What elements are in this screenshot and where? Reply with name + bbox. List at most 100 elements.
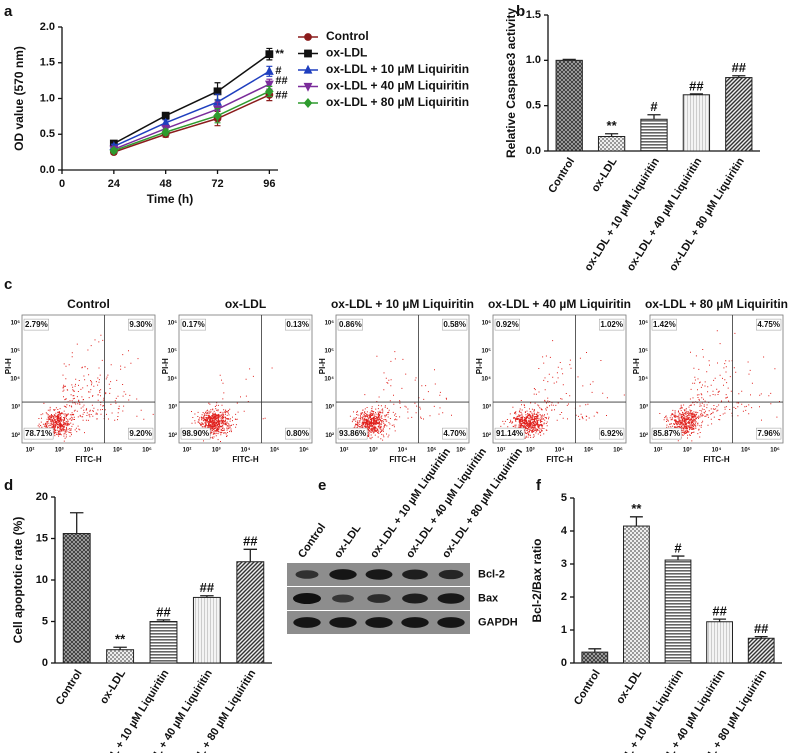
y-axis-title: Cell apoptotic rate (%) (11, 517, 25, 644)
bar (640, 118, 668, 152)
x-tick-label: 10² (183, 447, 192, 454)
protein-label: Bcl-2 (478, 568, 505, 580)
series-line (113, 70, 270, 148)
plot-title: ox-LDL + 40 µM Liquiritin (488, 297, 631, 311)
x-tick-label: ox-LDL + 10 µM Liquiritin (582, 156, 662, 274)
y-tick-label: 10³ (168, 404, 177, 411)
x-axis-title: Time (h) (147, 192, 193, 206)
blot-band (293, 593, 321, 604)
blot-band (365, 617, 393, 628)
x-tick-label: Control (572, 668, 603, 708)
plot-frame (649, 314, 784, 444)
quadrant-label: 91.14% (496, 429, 523, 438)
y-tick-label: 10⁵ (639, 348, 649, 354)
y-tick-label: 1.5 (526, 9, 541, 21)
blot-band (402, 569, 428, 580)
y-axis-title: Relative Caspase3 activity (504, 8, 518, 158)
error-bar (713, 618, 727, 622)
legend-label: ox-LDL + 40 µM Liquiritin (326, 79, 469, 93)
x-axis-title: FITC-H (75, 455, 101, 464)
blot-band (401, 617, 429, 628)
y-tick-label: 4 (561, 525, 568, 537)
significance-label: ## (732, 60, 747, 75)
x-tick-label: 10⁶ (456, 448, 466, 454)
x-tick-label: 10⁶ (613, 448, 623, 454)
x-tick-label: 10⁶ (299, 448, 309, 454)
blot-band (437, 617, 465, 628)
bar (682, 94, 711, 152)
quadrant-label-box (442, 318, 468, 331)
legend-marker (303, 64, 313, 74)
significance-label: ** (607, 118, 618, 133)
panel-letter: c (4, 276, 12, 293)
y-tick-label: 5 (561, 492, 567, 504)
x-tick-label: ox-LDL + 80 µM Liquiritin (667, 156, 747, 274)
bar (555, 59, 583, 152)
y-tick-label: 5 (42, 615, 48, 627)
x-tick-label: 10³ (526, 447, 535, 454)
y-tick-label: 1.5 (40, 57, 55, 69)
y-tick-label: 10⁴ (324, 377, 334, 383)
significance-label: ** (275, 48, 284, 60)
quadrant-label-box (285, 318, 311, 331)
x-tick-label: 10³ (55, 447, 64, 454)
y-tick-label: 10⁶ (11, 320, 21, 326)
quadrant-label: 4.70% (443, 429, 466, 438)
quadrant-label-box (651, 427, 682, 440)
quadrant-label: 0.17% (182, 320, 205, 329)
legend-label: Control (326, 29, 369, 43)
y-tick-label: 2 (561, 591, 567, 603)
y-tick-label: 10⁴ (10, 377, 20, 383)
legend-marker (304, 33, 312, 41)
error-bar (689, 93, 703, 95)
protein-label: Bax (478, 592, 499, 604)
y-tick-label: 1.0 (526, 54, 541, 66)
x-tick-label: 10² (654, 447, 663, 454)
lane-label: ox-LDL (332, 522, 364, 560)
error-bar (562, 58, 576, 61)
x-tick-label: 10⁵ (741, 448, 751, 454)
y-tick-label: 0.0 (40, 164, 55, 176)
y-tick-label: 10² (325, 432, 334, 439)
bar (597, 135, 626, 152)
x-tick-label: 10⁵ (427, 448, 437, 454)
event-dots (191, 367, 273, 442)
y-tick-label: 10² (639, 432, 648, 439)
bar (623, 525, 650, 664)
bar (664, 559, 692, 664)
error-bar (69, 512, 84, 534)
legend-marker (303, 98, 313, 108)
marker (161, 127, 170, 138)
y-axis-title: Bcl-2/Bax ratio (530, 538, 544, 622)
legend-label: ox-LDL + 10 µM Liquiritin (326, 62, 469, 76)
lane-label: Control (296, 521, 328, 560)
error-bar (671, 555, 685, 561)
significance-label: ** (115, 632, 126, 647)
quadrant-label-box (599, 427, 625, 440)
x-tick-label: 10³ (212, 447, 221, 454)
plot-title: ox-LDL + 80 µM Liquiritin (645, 297, 788, 311)
bar (149, 621, 178, 664)
blot-band (438, 569, 464, 580)
plot-frame (335, 314, 470, 444)
x-tick-label: 10⁵ (584, 448, 594, 454)
x-tick-label: 10³ (369, 447, 378, 454)
y-tick-label: 10 (36, 574, 48, 586)
blot-band (295, 570, 319, 579)
series-line (113, 53, 270, 145)
legend-marker (304, 49, 312, 58)
y-tick-label: 10² (11, 432, 20, 439)
x-tick-label: 10² (26, 447, 35, 454)
error-bar (243, 548, 258, 562)
y-axis-title: PI-H (475, 358, 484, 374)
y-tick-label: 2.0 (40, 21, 55, 33)
event-dots (349, 351, 452, 441)
blot-band (329, 569, 357, 580)
bar (62, 533, 91, 664)
bar (747, 637, 775, 664)
error-bar (156, 619, 171, 622)
y-tick-label: 10⁵ (11, 348, 21, 354)
plot-frame (492, 314, 627, 444)
quadrant-label-box (756, 427, 782, 440)
